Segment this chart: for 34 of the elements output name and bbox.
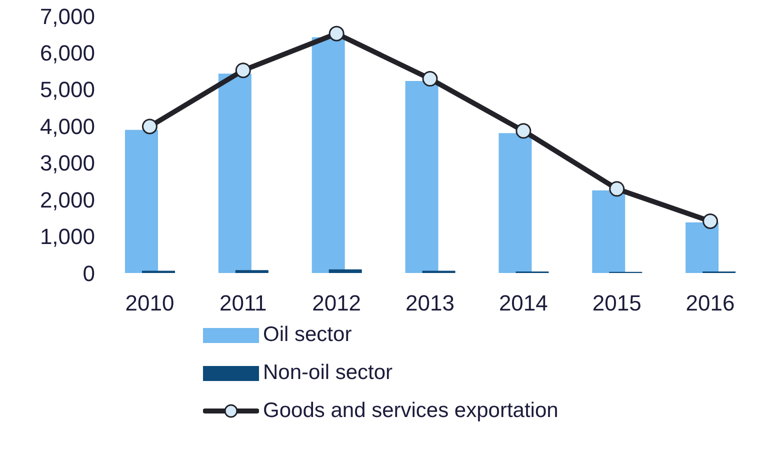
y-tick-label: 1,000 xyxy=(40,224,95,250)
legend-label: Non-oil sector xyxy=(263,361,393,385)
x-tick-label: 2011 xyxy=(219,290,267,316)
y-tick-label: 3,000 xyxy=(40,150,95,176)
y-tick-label: 4,000 xyxy=(40,114,95,139)
bar xyxy=(125,130,158,273)
y-tick-label: 6,000 xyxy=(40,40,95,66)
y-tick-label: 0 xyxy=(82,260,95,286)
bar xyxy=(498,133,532,273)
bar xyxy=(218,74,252,273)
bar xyxy=(405,80,438,273)
bar xyxy=(686,222,719,273)
point xyxy=(328,26,344,42)
point xyxy=(609,181,625,197)
x-tick-label: 2016 xyxy=(686,290,735,316)
point xyxy=(422,71,438,87)
x-tick-label: 2015 xyxy=(592,290,642,316)
point xyxy=(142,118,158,134)
bar xyxy=(592,190,626,273)
point xyxy=(702,213,718,229)
y-tick-label: 2,000 xyxy=(40,187,95,212)
bar xyxy=(312,37,345,273)
y-tick-label: 7,000 xyxy=(40,4,95,29)
legend-label: Goods and services exportation xyxy=(263,399,558,423)
x-tick-label: 2014 xyxy=(498,290,548,316)
x-tick-label: 2010 xyxy=(125,290,174,316)
x-tick-label: 2012 xyxy=(312,290,362,316)
x-tick-label: 2013 xyxy=(406,290,454,316)
point xyxy=(235,62,251,78)
bar xyxy=(235,270,268,273)
point xyxy=(516,123,532,139)
legend-label: Oil sector xyxy=(263,323,352,347)
bar xyxy=(328,269,362,273)
y-tick-label: 5,000 xyxy=(40,77,95,102)
